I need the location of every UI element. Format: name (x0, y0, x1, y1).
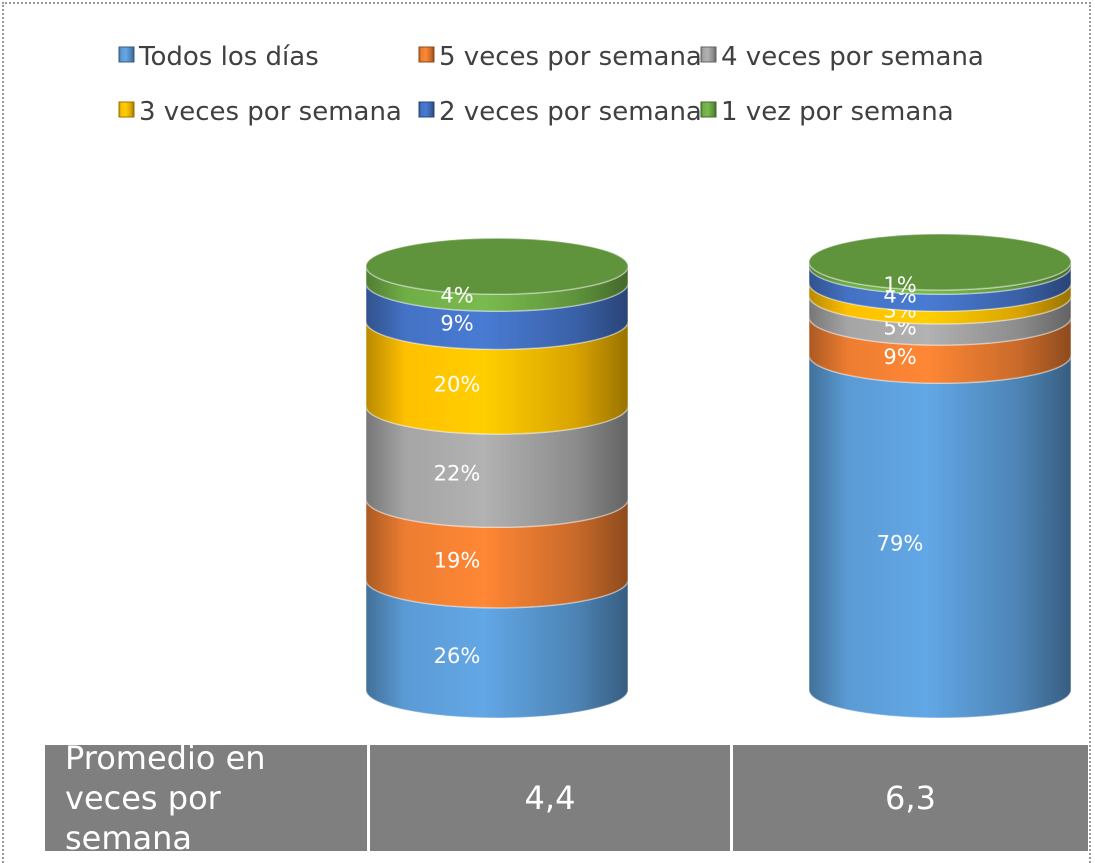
legend-label: 3 veces por semana (139, 97, 402, 127)
legend-label: Todos los días (138, 42, 319, 72)
data-label: 26% (434, 644, 481, 668)
legend-marker (700, 46, 717, 63)
data-label: 9% (440, 311, 473, 335)
legend-marker (700, 101, 717, 118)
table-cell: 6,3 (733, 745, 1088, 851)
data-label: 20% (434, 373, 481, 397)
cylinder-segment (808, 355, 1072, 719)
data-label: 1% (883, 273, 916, 297)
data-label: 79% (877, 532, 924, 556)
data-label: 9% (883, 345, 916, 369)
legend-marker (118, 101, 135, 118)
table-row-label: Promedio en veces por semana (45, 739, 367, 857)
data-label: 19% (434, 549, 481, 573)
legend-label: 5 veces por semana (439, 42, 702, 72)
legend-marker (418, 101, 435, 118)
legend-marker (118, 46, 135, 63)
legend-label: 4 veces por semana (721, 42, 984, 72)
legend-label: 1 vez por semana (721, 97, 954, 127)
data-label: 22% (434, 462, 481, 486)
legend-label: 2 veces por semana (439, 97, 702, 127)
cylinder-top (808, 233, 1072, 291)
data-label: 4% (440, 284, 473, 308)
row-label-text: Promedio en veces por semana (65, 739, 266, 857)
legend-marker (418, 46, 435, 63)
cylinder-top (365, 237, 629, 295)
table-cell: 4,4 (370, 745, 730, 851)
